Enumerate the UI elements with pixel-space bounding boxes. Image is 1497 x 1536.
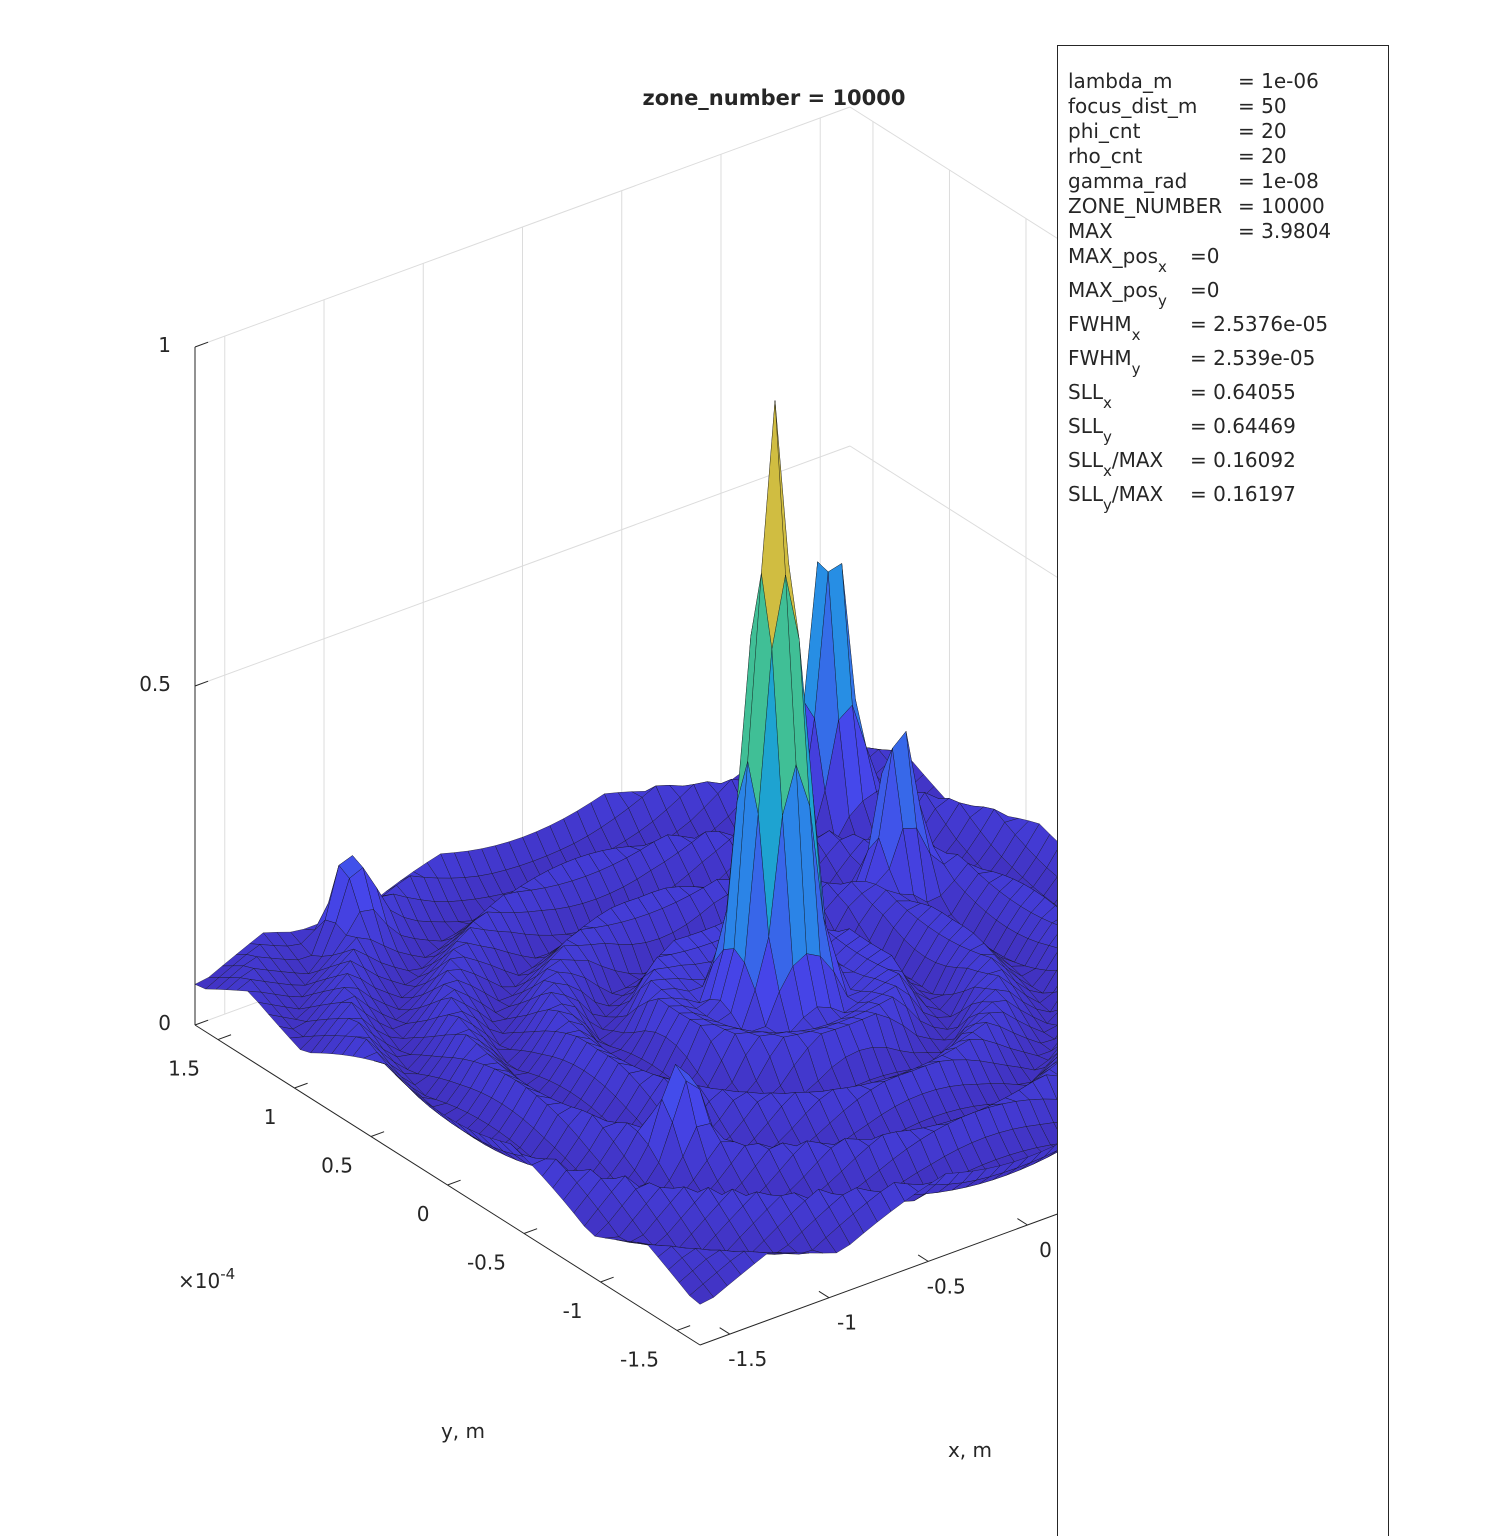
- y-tick: [447, 1179, 461, 1186]
- y-tick-label: 1: [264, 1105, 277, 1129]
- annotation-line: gamma_rad: [1068, 169, 1187, 193]
- annotation-name: FWHM: [1068, 346, 1132, 370]
- surface-cell: [689, 1283, 715, 1305]
- annotation-name: MAX: [1068, 219, 1113, 243]
- x-tick-label: -1.5: [728, 1347, 767, 1371]
- y-exponent: ×10-4: [178, 1265, 235, 1293]
- annotation-sub: y: [1103, 496, 1112, 514]
- z-tick-label: 1: [158, 333, 171, 357]
- x-tick: [917, 1254, 929, 1262]
- annotation-box: [1057, 45, 1389, 1536]
- annotation-value: = 1e-06: [1238, 69, 1319, 93]
- chart-title: zone_number = 10000: [642, 86, 905, 110]
- annotation-value: =0: [1190, 278, 1219, 302]
- annotation-line: lambda_m: [1068, 69, 1172, 93]
- annotation-value: = 0.16197: [1190, 482, 1296, 506]
- x-tick: [1017, 1218, 1028, 1226]
- annotation-name: gamma_rad: [1068, 169, 1187, 193]
- annotation-value: = 2.539e-05: [1190, 346, 1315, 370]
- annotation-sub: x: [1158, 258, 1167, 276]
- annotation-value: = 1e-08: [1238, 169, 1319, 193]
- annotation-sub: y: [1132, 360, 1141, 378]
- z-tick: [194, 680, 209, 687]
- annotation-sub: x: [1103, 462, 1112, 480]
- annotation-line: rho_cnt: [1068, 144, 1142, 168]
- annotation-name: SLL: [1068, 414, 1104, 438]
- annotation-sub: y: [1103, 428, 1112, 446]
- annotation-value: = 20: [1238, 119, 1287, 143]
- y-tick-label: 1.5: [168, 1057, 200, 1081]
- surface: [194, 400, 1356, 1305]
- annotation-value: = 10000: [1238, 194, 1325, 218]
- annotation-line: SLLx: [1068, 380, 1112, 412]
- y-tick-label: 0.5: [321, 1154, 353, 1178]
- annotation-name: lambda_m: [1068, 69, 1172, 93]
- annotation-after: /MAX: [1112, 482, 1164, 506]
- x-tick-label: -0.5: [927, 1274, 966, 1298]
- annotation-name: ZONE_NUMBER: [1068, 194, 1222, 218]
- grid-line: [194, 106, 851, 348]
- annotation-line: MAX_posy: [1068, 278, 1167, 310]
- annotation-sub: x: [1132, 326, 1141, 344]
- annotation-line: FWHMy: [1068, 346, 1141, 378]
- y-tick: [600, 1276, 614, 1283]
- annotation-name: phi_cnt: [1068, 119, 1141, 143]
- x-tick: [818, 1290, 830, 1299]
- annotation-sub: y: [1158, 292, 1167, 310]
- z-tick: [194, 1019, 209, 1026]
- x-tick-label: -1: [837, 1311, 857, 1335]
- annotation-line: FWHMx: [1068, 312, 1141, 344]
- annotation-line: MAX: [1068, 219, 1113, 243]
- annotation-line: SLLy/MAX: [1068, 482, 1164, 514]
- annotation-line: SLLx/MAX: [1068, 448, 1164, 480]
- x-tick-label: 0: [1039, 1238, 1052, 1262]
- x-tick: [719, 1327, 731, 1335]
- annotation-name: rho_cnt: [1068, 144, 1142, 168]
- y-tick: [370, 1131, 385, 1137]
- annotation-line: phi_cnt: [1068, 119, 1141, 143]
- annotation-line: focus_dist_m: [1068, 94, 1197, 118]
- annotation-value: =0: [1190, 244, 1219, 268]
- annotation-name: focus_dist_m: [1068, 94, 1197, 118]
- annotation-line: MAX_posx: [1068, 244, 1167, 276]
- annotation-line: ZONE_NUMBER: [1068, 194, 1222, 218]
- annotation-name: SLL: [1068, 482, 1104, 506]
- y-tick-label: -1.5: [620, 1347, 659, 1371]
- z-tick-label: 0.5: [139, 672, 171, 696]
- y-tick: [523, 1228, 538, 1234]
- annotation-sub: x: [1103, 394, 1112, 412]
- y-tick-label: -0.5: [467, 1250, 506, 1274]
- annotation-value: = 0.16092: [1190, 448, 1296, 472]
- y-tick-label: -1: [563, 1299, 583, 1323]
- x-axis-label: x, m: [948, 1438, 992, 1462]
- z-tick-label: 0: [158, 1011, 171, 1035]
- y-exponent-power: -4: [220, 1265, 235, 1283]
- y-tick: [217, 1034, 232, 1041]
- y-tick: [676, 1325, 691, 1331]
- annotation-name: SLL: [1068, 380, 1104, 404]
- annotation-after: /MAX: [1112, 448, 1164, 472]
- y-tick-label: 0: [417, 1202, 430, 1226]
- annotation-value: = 0.64469: [1190, 414, 1296, 438]
- y-tick: [294, 1082, 308, 1089]
- annotation-line: SLLy: [1068, 414, 1112, 446]
- grid-line: [194, 445, 851, 687]
- y-exponent-base: ×10: [178, 1269, 220, 1293]
- annotation-value: = 3.9804: [1238, 219, 1331, 243]
- annotation-name: SLL: [1068, 448, 1104, 472]
- annotation-name: MAX_pos: [1068, 278, 1158, 302]
- annotation-value: = 0.64055: [1190, 380, 1296, 404]
- z-tick: [194, 341, 209, 348]
- y-axis-label: y, m: [441, 1419, 485, 1443]
- annotation-name: MAX_pos: [1068, 244, 1158, 268]
- annotation-name: FWHM: [1068, 312, 1132, 336]
- annotation-value: = 20: [1238, 144, 1287, 168]
- annotation-value: = 50: [1238, 94, 1287, 118]
- annotation-value: = 2.5376e-05: [1190, 312, 1328, 336]
